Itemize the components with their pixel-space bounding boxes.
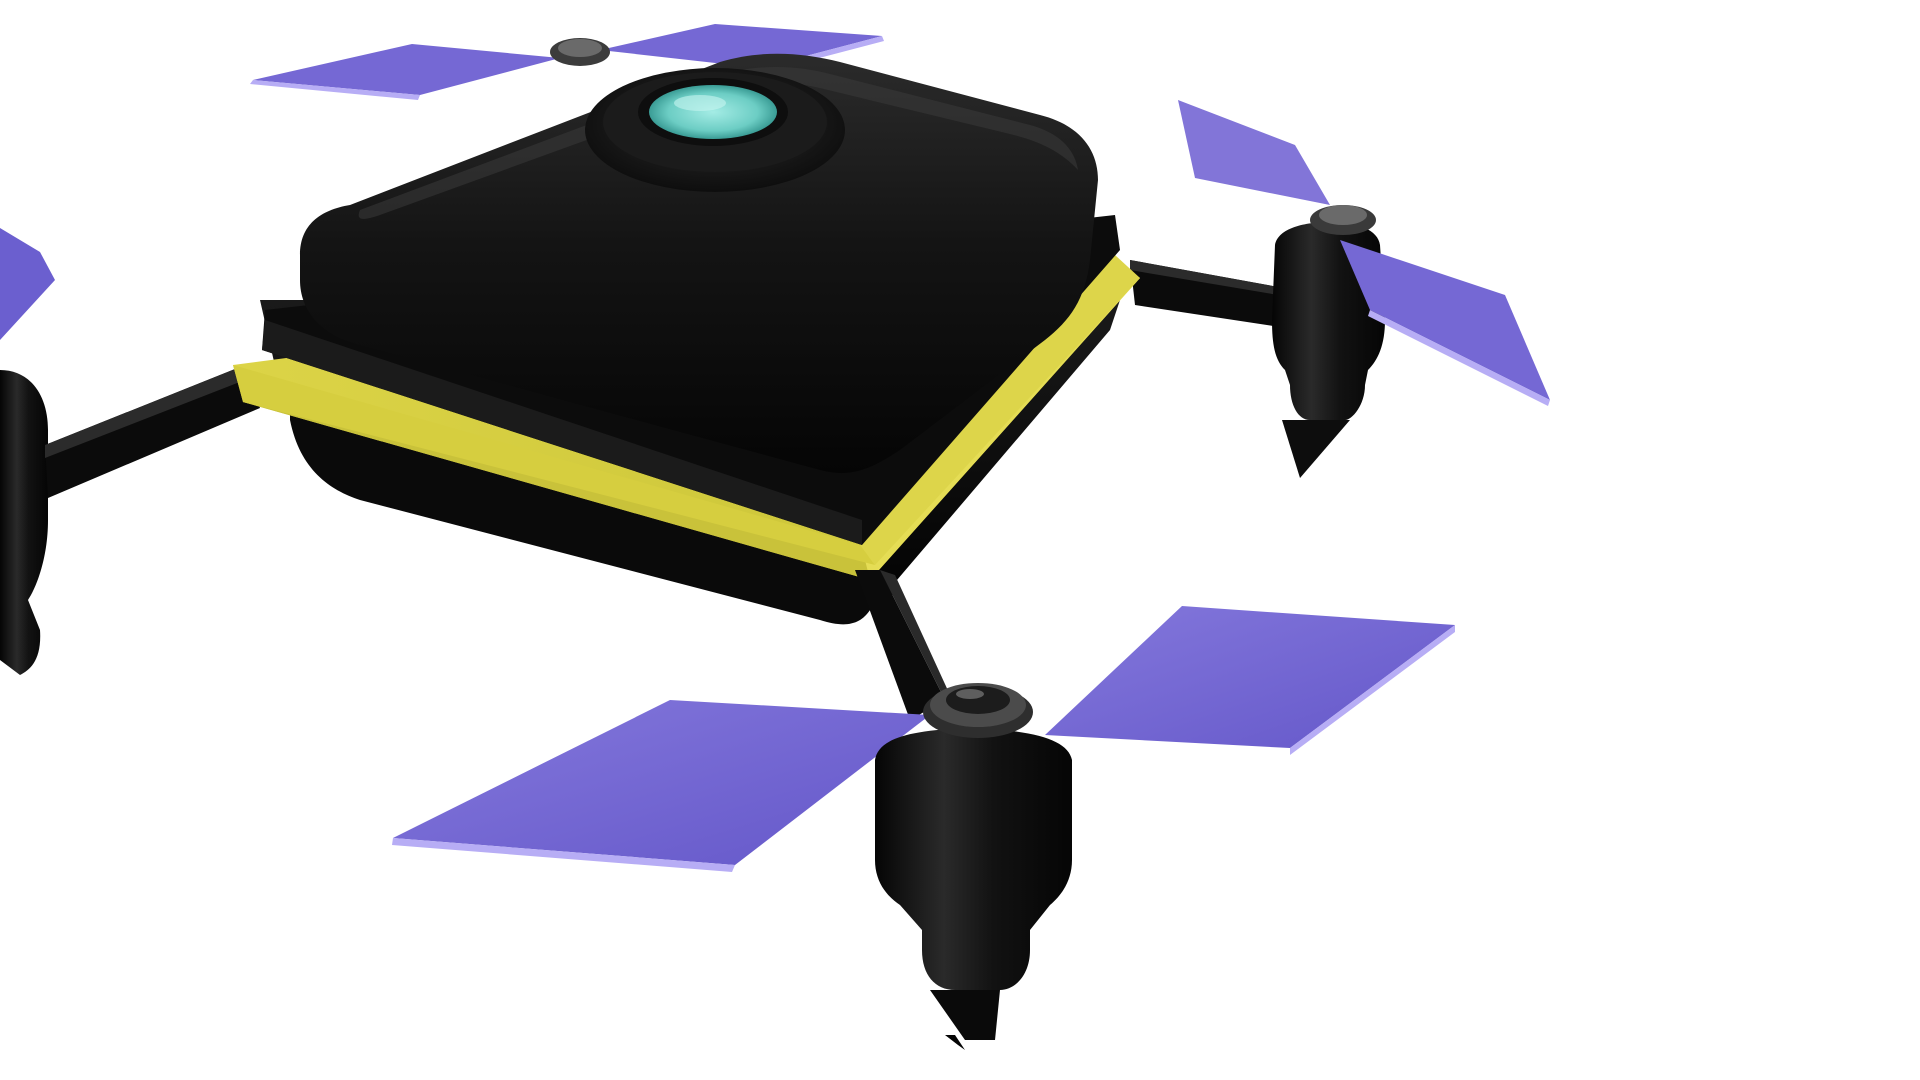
trim-side-top	[860, 255, 1140, 565]
propeller-right	[1178, 100, 1550, 406]
propeller-hub-cap	[1319, 205, 1367, 225]
hub-highlight	[956, 689, 984, 699]
drone-body	[233, 53, 1140, 625]
propeller-front	[392, 606, 1455, 872]
trim-front-top	[233, 365, 875, 565]
motor-housing	[875, 728, 1072, 990]
propeller-blade-edge	[392, 838, 735, 872]
propeller-blade	[1340, 240, 1550, 400]
lens-glare	[674, 95, 726, 111]
motor-tip	[945, 1035, 990, 1050]
propeller-blade	[1045, 606, 1455, 748]
camera-lens	[649, 85, 777, 139]
propeller-blade-edge	[250, 80, 420, 100]
motor-front-left	[0, 370, 48, 675]
propeller-blade-edge	[1290, 625, 1455, 755]
base-plate-front	[262, 320, 862, 545]
propeller-hub-cap	[558, 39, 602, 57]
propeller-blade	[253, 44, 560, 95]
body-underside	[290, 405, 900, 625]
propeller-blade	[1178, 100, 1330, 205]
propeller-rear-left	[250, 24, 884, 100]
arm-left	[45, 365, 260, 498]
arm-front	[855, 570, 950, 720]
propeller-blade-edge	[1368, 310, 1550, 406]
propeller-blade	[393, 700, 930, 865]
motor-front	[875, 683, 1072, 1050]
propeller-blade	[0, 228, 55, 340]
arm-right	[1130, 260, 1300, 330]
top-box-highlight	[358, 66, 1078, 219]
motor-shaft	[930, 990, 1000, 1040]
propeller-blade	[600, 24, 882, 68]
